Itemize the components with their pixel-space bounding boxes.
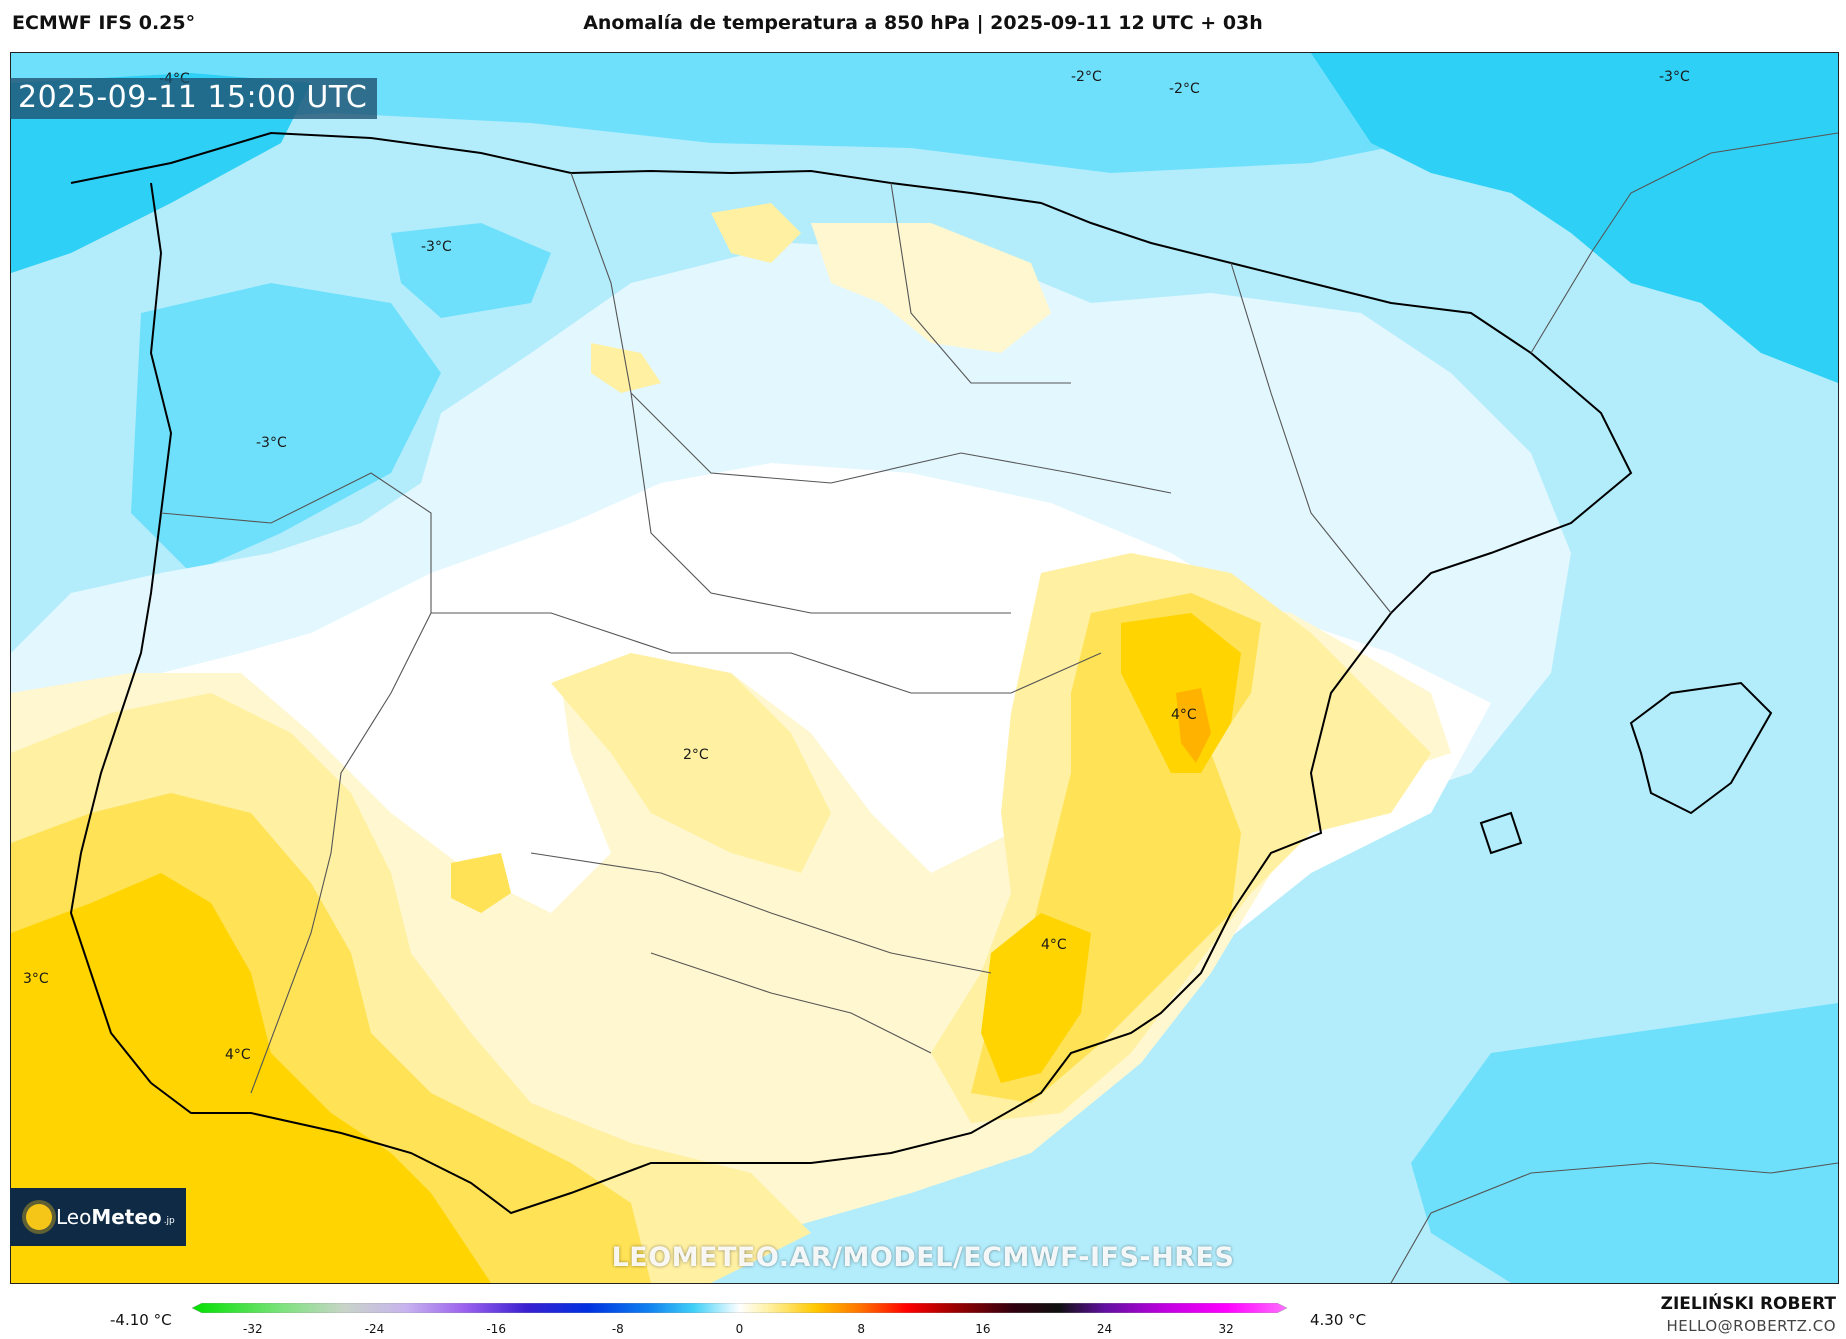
brand-logo[interactable]: Leo Meteo .jp bbox=[10, 1188, 186, 1246]
colorbar-tick-label: -32 bbox=[243, 1322, 263, 1336]
warm-pale-north-2 bbox=[811, 223, 1051, 353]
colorbar-min-label: -4.10 °C bbox=[110, 1311, 172, 1329]
map-area[interactable]: -4°C -3°C -3°C -2°C -2°C -3°C 2°C 4°C 4°… bbox=[10, 52, 1839, 1284]
isoline-label: -3°C bbox=[1659, 69, 1690, 85]
brand-name-bold: Meteo bbox=[91, 1205, 162, 1229]
isoline-label: 3°C bbox=[23, 971, 49, 987]
coastline bbox=[69, 131, 1773, 1215]
cold-core-ne bbox=[1311, 53, 1838, 383]
colorbar-tick-label: 0 bbox=[735, 1322, 744, 1336]
colorbar-max-label: 4.30 °C bbox=[1310, 1311, 1367, 1329]
anomaly-field bbox=[11, 53, 1838, 1283]
colorbar-tick-label: 24 bbox=[1096, 1322, 1113, 1336]
warm-mid-central-spot bbox=[451, 853, 511, 913]
map-title: Anomalía de temperatura a 850 hPa | 2025… bbox=[583, 12, 1263, 34]
isoline-label: 4°C bbox=[1041, 937, 1067, 953]
isoline-label: -3°C bbox=[421, 239, 452, 255]
isoline-label: 2°C bbox=[683, 747, 709, 763]
sun-icon bbox=[26, 1204, 52, 1230]
colorbar-ticks: -32 -24 -16 -8 0 8 16 24 32 bbox=[192, 1322, 1287, 1338]
colorbar-tick-label: 32 bbox=[1218, 1322, 1234, 1336]
brand-suffix: .jp bbox=[163, 1216, 175, 1226]
warm-pale-north-1 bbox=[711, 203, 801, 263]
isoline-label: -2°C bbox=[1169, 81, 1200, 97]
isoline-label: 4°C bbox=[1171, 707, 1197, 723]
warm-light-central bbox=[551, 653, 831, 873]
cold-core-east-se bbox=[1411, 1003, 1838, 1283]
cold-core-nw bbox=[11, 73, 311, 273]
author-credit: ZIELIŃSKI ROBERT bbox=[1660, 1294, 1836, 1314]
colorbar-tick-label: 16 bbox=[975, 1322, 991, 1336]
valid-time-badge: 2025-09-11 15:00 UTC bbox=[10, 78, 378, 119]
warm-strong-sw bbox=[11, 873, 491, 1283]
contact-email[interactable]: HELLO@ROBERTZ.CO bbox=[1666, 1317, 1836, 1335]
model-name: ECMWF IFS 0.25° bbox=[12, 12, 196, 34]
source-url-watermark: LEOMETEO.AR/MODEL/ECMWF-IFS-HRES bbox=[611, 1242, 1235, 1273]
warm-strong-east-2 bbox=[981, 913, 1091, 1083]
cold-core-n bbox=[391, 223, 551, 318]
warm-hot-east bbox=[1176, 688, 1211, 763]
isoline-label: -3°C bbox=[256, 435, 287, 451]
colorbar-tick-label: 8 bbox=[857, 1322, 865, 1336]
isoline-label: -2°C bbox=[1071, 69, 1102, 85]
isoline-label: 4°C bbox=[225, 1047, 251, 1063]
admin-borders bbox=[160, 132, 1838, 1283]
colorbar-tick-label: -8 bbox=[611, 1322, 624, 1336]
cold-core-nw2 bbox=[131, 283, 441, 573]
brand-name-light: Leo bbox=[56, 1205, 92, 1229]
colorbar bbox=[192, 1303, 1287, 1313]
colorbar-tick-label: -16 bbox=[486, 1322, 506, 1336]
colorbar-tick-label: -24 bbox=[364, 1322, 385, 1336]
